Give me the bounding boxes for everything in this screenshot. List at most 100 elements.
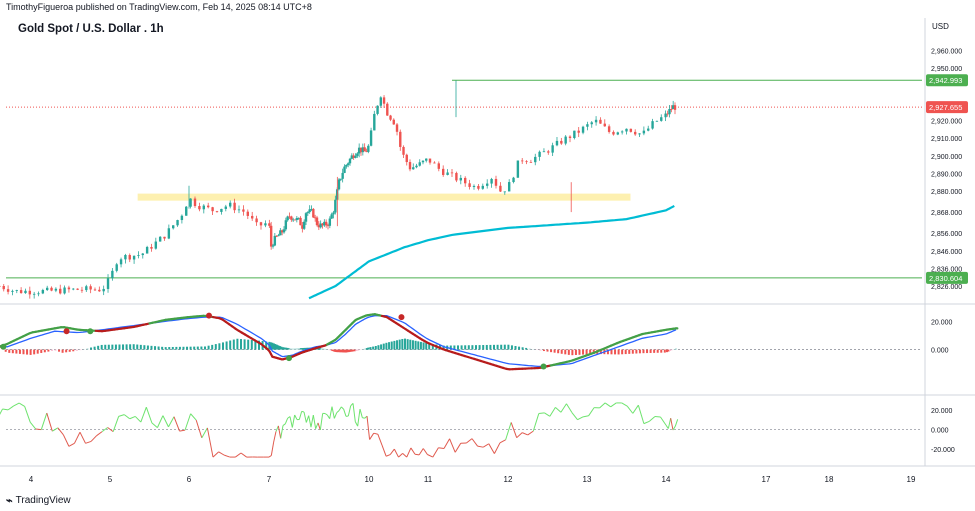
candle-body	[651, 121, 654, 129]
highlight-zone	[137, 193, 631, 201]
candle-body	[137, 255, 140, 256]
histogram-bar	[114, 344, 117, 350]
oscillator-segment	[626, 405, 634, 414]
wave-oscillator-layer	[0, 312, 922, 371]
histogram-bar	[614, 349, 617, 355]
histogram-bar	[510, 345, 513, 350]
histogram-bar	[271, 342, 274, 350]
candle-body	[172, 225, 175, 229]
oscillator-segment	[577, 416, 584, 421]
histogram-bar	[489, 344, 492, 350]
oscillator-segment	[112, 416, 120, 432]
grid-layer	[0, 18, 975, 467]
histogram-bar	[382, 343, 385, 350]
histogram-bar	[58, 349, 61, 352]
histogram-bar	[431, 344, 434, 350]
oscillator-segment	[40, 412, 48, 430]
candle-body	[421, 160, 425, 163]
histogram-bar	[564, 349, 567, 355]
publisher-line: TimothyFigueroa published on TradingView…	[6, 2, 312, 12]
histogram-bar	[281, 347, 284, 350]
candle-body	[277, 235, 280, 237]
line-oscillator-layer	[0, 402, 922, 458]
price-tag-label: 2,830.604	[929, 274, 962, 283]
cross-signal-dot	[63, 328, 70, 335]
time-tick-label: 11	[424, 475, 433, 484]
candle-body	[468, 183, 471, 187]
histogram-bar	[425, 342, 428, 350]
candle-body	[198, 206, 201, 210]
time-tick-label: 7	[267, 475, 272, 484]
histogram-bar	[214, 344, 217, 350]
histogram-bar	[164, 347, 167, 350]
time-tick-label: 12	[504, 475, 513, 484]
oscillator-segment	[588, 407, 595, 417]
histogram-bar	[289, 348, 292, 350]
oscillator-segment	[336, 410, 340, 414]
candle-body	[319, 223, 322, 228]
candle-body	[132, 255, 136, 260]
histogram-bar	[514, 345, 517, 350]
oscillator-segment	[532, 413, 540, 432]
oscillator-segment	[621, 402, 628, 407]
histogram-bar	[666, 349, 668, 353]
histogram-bar	[334, 349, 337, 352]
cross-signal-dot	[540, 363, 547, 370]
histogram-bar	[93, 346, 96, 350]
histogram-bar	[574, 349, 577, 355]
histogram-bar	[75, 349, 78, 351]
oscillator-segment	[0, 408, 4, 415]
candle-body	[534, 156, 537, 163]
oscillator-segment	[79, 431, 86, 444]
candle-body	[450, 172, 454, 174]
oscillator-segment	[291, 414, 296, 428]
histogram-bar	[11, 349, 14, 354]
histogram-bar	[207, 345, 210, 350]
time-tick-label: 10	[365, 475, 374, 484]
candle-body	[629, 128, 633, 132]
histogram-bar	[161, 346, 164, 350]
histogram-bar	[471, 345, 474, 350]
histogram-bar	[656, 349, 659, 353]
histogram-bar	[352, 349, 355, 352]
oscillator-segment	[432, 447, 439, 458]
candle-body	[202, 205, 205, 210]
candle-body	[547, 151, 550, 153]
histogram-bar	[328, 349, 331, 351]
candle-body	[346, 163, 350, 165]
candle-body	[76, 288, 79, 290]
oscillator-segment	[151, 422, 158, 429]
candle-body	[472, 185, 476, 187]
oscillator-segment	[145, 407, 153, 424]
oscillator-segment	[510, 422, 518, 438]
oscillator-segment	[449, 438, 456, 453]
tradingview-brand[interactable]: ⌁ TradingView	[6, 494, 71, 507]
candle-body	[302, 221, 306, 229]
y-tick-label: 2,920.000	[931, 119, 962, 126]
oscillator-segment	[190, 413, 197, 421]
candle-body	[106, 278, 110, 289]
brand-text: TradingView	[15, 495, 71, 506]
oscillator-segment	[406, 447, 412, 458]
moving-average-layer	[308, 204, 675, 300]
oscillator-segment	[362, 417, 365, 419]
oscillator-segment	[338, 406, 342, 411]
symbol-title[interactable]: Gold Spot / U.S. Dollar . 1h	[18, 23, 164, 35]
candle-body	[573, 130, 576, 139]
oscillator-segment	[57, 427, 64, 436]
histogram-bar	[673, 349, 676, 350]
histogram-bar	[419, 341, 422, 350]
candle-body	[11, 290, 14, 292]
oscillator-segment	[68, 442, 75, 447]
histogram-bar	[236, 338, 239, 350]
candle-body	[269, 225, 273, 247]
histogram-bar	[457, 345, 459, 350]
histogram-bar	[15, 349, 18, 354]
candle-body	[54, 288, 58, 291]
oscillator-segment	[389, 448, 395, 455]
histogram-bar	[286, 347, 289, 350]
histogram-bar	[500, 344, 503, 350]
histogram-bar	[377, 345, 380, 350]
candle-body	[655, 120, 659, 122]
